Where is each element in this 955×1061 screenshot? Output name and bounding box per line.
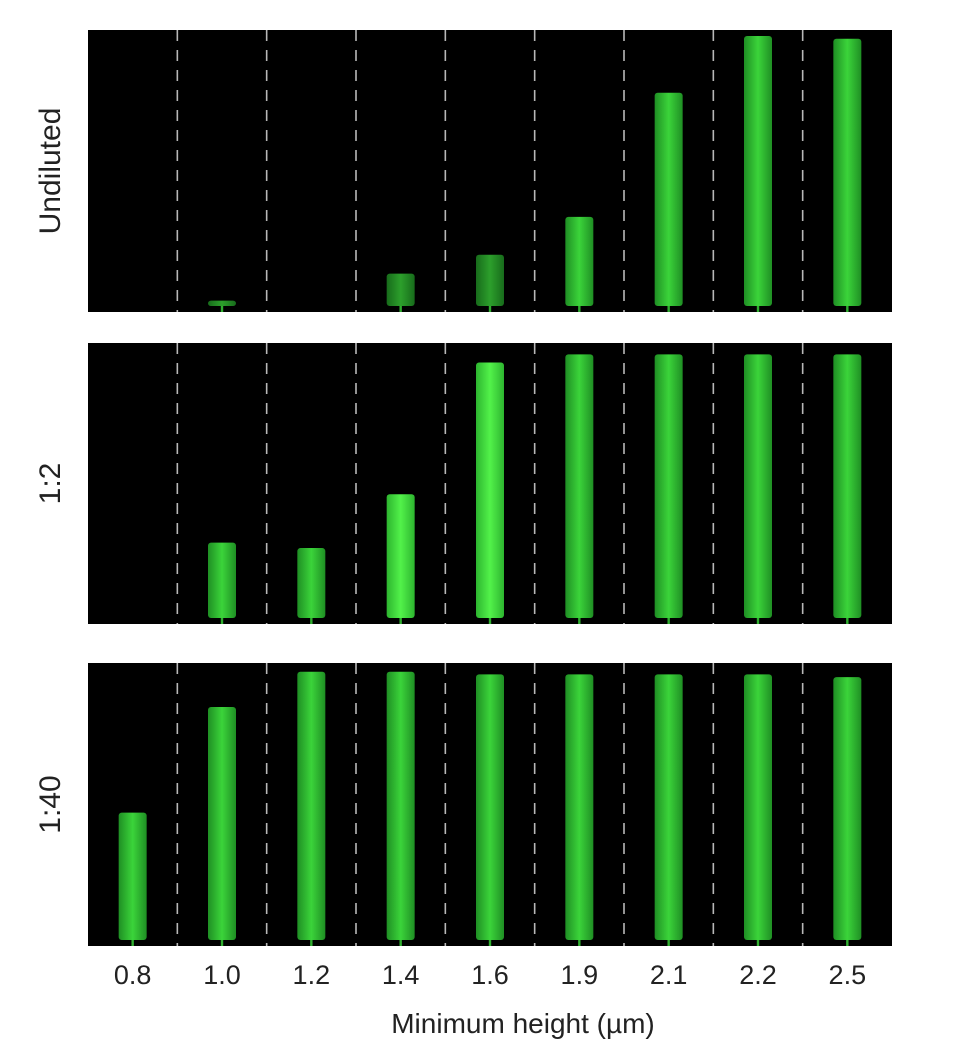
bar-1-2-1.4 xyxy=(386,494,415,618)
bar-stem xyxy=(488,940,492,946)
bar-stem xyxy=(667,940,670,946)
x-tick-labels: 0.8 1.0 1.2 1.4 1.6 1.9 2.1 2.2 2.5 xyxy=(114,960,866,990)
bar-stem xyxy=(488,306,492,312)
row-labels: Undiluted 1:2 1:40 xyxy=(34,108,67,834)
bar-1-2-1.9 xyxy=(565,354,594,618)
panels xyxy=(88,30,892,946)
x-tick-label: 1.9 xyxy=(561,960,599,990)
x-tick-label: 2.1 xyxy=(650,960,688,990)
row-label-0: Undiluted xyxy=(34,108,67,235)
bar-1-40-1.2 xyxy=(297,671,326,940)
bar-1-2-2.5 xyxy=(833,354,862,618)
x-tick-label: 2.2 xyxy=(739,960,777,990)
bar-1-2-1.0 xyxy=(208,542,236,618)
bar-stem xyxy=(131,940,134,946)
bar-stem xyxy=(756,940,760,946)
x-tick-label: 1.0 xyxy=(203,960,241,990)
bar-stem xyxy=(846,940,849,946)
bar-stem xyxy=(667,618,670,624)
bar-stem xyxy=(756,618,760,624)
bar-undiluted-1.4 xyxy=(386,273,415,306)
bar-stem xyxy=(310,940,313,946)
bar-undiluted-1.6 xyxy=(476,254,504,306)
bar-1-40-1.4 xyxy=(386,671,415,940)
bar-1-2-1.2 xyxy=(297,548,326,618)
x-axis-title: Minimum height (µm) xyxy=(391,1008,655,1039)
bar-stem xyxy=(488,618,492,624)
bar-undiluted-2.2 xyxy=(744,36,772,306)
bar-stem xyxy=(578,618,581,624)
bar-undiluted-2.1 xyxy=(654,92,683,306)
x-tick-label: 0.8 xyxy=(114,960,152,990)
bar-1-40-2.5 xyxy=(833,677,862,940)
panel-1 xyxy=(88,343,892,624)
bar-stem xyxy=(399,618,402,624)
x-tick-label: 2.5 xyxy=(829,960,867,990)
x-tick-label: 1.6 xyxy=(471,960,509,990)
bar-undiluted-1.0 xyxy=(208,300,236,306)
bar-stem xyxy=(756,306,760,312)
bar-undiluted-2.5 xyxy=(833,38,862,306)
x-tick-label: 1.2 xyxy=(293,960,331,990)
panel-0 xyxy=(88,30,892,312)
bar-stem xyxy=(399,306,402,312)
bar-1-40-1.9 xyxy=(565,674,594,940)
bar-stem xyxy=(578,306,581,312)
bar-1-40-2.2 xyxy=(744,674,772,940)
bar-stem xyxy=(220,618,224,624)
bar-1-40-1.6 xyxy=(476,674,504,940)
bar-stem xyxy=(220,940,224,946)
bar-1-2-1.6 xyxy=(476,362,504,618)
bar-1-40-1.0 xyxy=(208,706,236,940)
bar-stem xyxy=(846,618,849,624)
bar-stem xyxy=(310,618,313,624)
row-label-2: 1:40 xyxy=(34,775,67,833)
panel-2 xyxy=(88,663,892,946)
bar-stem xyxy=(220,306,224,312)
bar-1-2-2.2 xyxy=(744,354,772,618)
bar-1-40-2.1 xyxy=(654,674,683,940)
bar-1-40-0.8 xyxy=(118,812,147,940)
row-label-1: 1:2 xyxy=(34,463,67,505)
bar-undiluted-1.9 xyxy=(565,216,594,306)
bar-stem xyxy=(399,940,402,946)
bar-stem xyxy=(667,306,670,312)
x-tick-label: 1.4 xyxy=(382,960,420,990)
bar-stem xyxy=(578,940,581,946)
bar-stem xyxy=(846,306,849,312)
bar-1-2-2.1 xyxy=(654,354,683,618)
